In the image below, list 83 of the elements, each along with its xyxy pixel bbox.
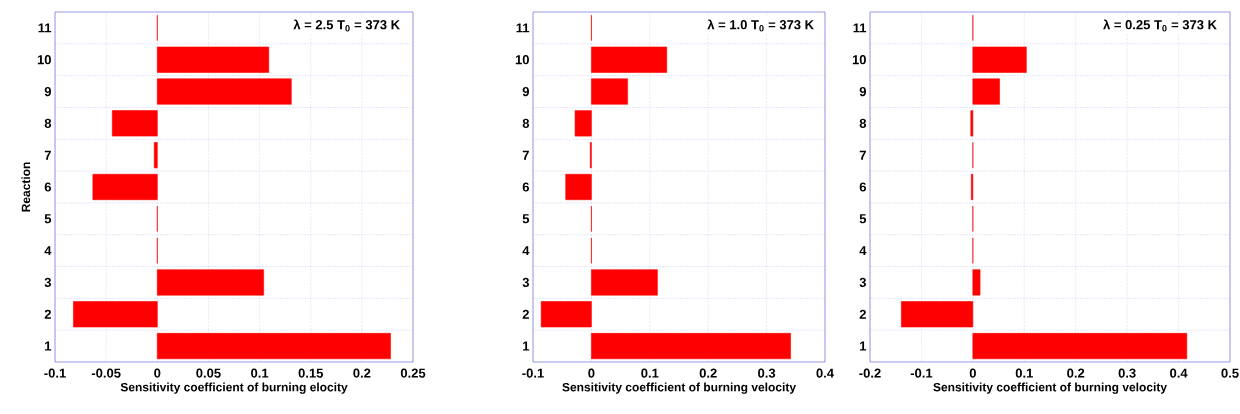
x-tick-label: -0.1 (910, 368, 933, 378)
x-tick-label: 0.4 (1170, 368, 1188, 378)
y-tick-label: 11 (516, 23, 530, 33)
y-tick-label: 11 (38, 23, 52, 33)
bar (153, 142, 158, 169)
x-tick-label: 0.2 (699, 368, 717, 378)
y-tick-label: 5 (522, 214, 530, 224)
bar (157, 269, 264, 296)
y-tick-label: 8 (44, 118, 52, 128)
bar (565, 173, 592, 201)
y-tick-label: 10 (852, 55, 866, 65)
x-tick-label: -0.1 (44, 368, 66, 378)
y-tick-label: 2 (44, 309, 51, 319)
x-tick-label: 0.25 (400, 368, 426, 378)
y-tick-label: 1 (860, 341, 867, 351)
y-tick-label: 6 (522, 182, 529, 192)
y-tick-label: 6 (44, 182, 52, 192)
x-axis-title: Sensitivity coefficient of burning elocity (120, 382, 348, 394)
bar (591, 46, 668, 73)
annotation: λ = 2.5 T$_{0}$ = 373 K (293, 19, 400, 32)
x-tick-label: 0 (588, 368, 595, 378)
bar (591, 333, 791, 360)
y-tick-label: 2 (522, 309, 529, 319)
y-tick-label: 1 (523, 341, 530, 351)
bar (540, 301, 592, 328)
y-tick-label: 9 (859, 86, 866, 97)
bar (111, 110, 158, 137)
y-tick-label: 4 (522, 246, 530, 256)
y-tick-label: 7 (44, 150, 51, 160)
y-tick-label: 5 (859, 214, 867, 224)
bar (73, 301, 158, 328)
bar (574, 110, 592, 137)
y-tick-label: 7 (522, 150, 529, 160)
y-tick-label: 3 (44, 277, 52, 288)
y-tick-label: 7 (859, 150, 866, 160)
bar (901, 301, 974, 328)
x-tick-label: 0.2 (1067, 368, 1085, 378)
bar (157, 46, 270, 73)
x-tick-label: 0.3 (1118, 368, 1136, 378)
y-tick-label: 10 (37, 55, 51, 65)
y-tick-label: 1 (45, 341, 52, 351)
x-tick-label: 0.5 (1221, 368, 1239, 378)
x-tick-label: 0 (969, 368, 976, 378)
bar (591, 78, 628, 105)
y-tick-label: 11 (853, 23, 867, 33)
bar (970, 110, 974, 137)
x-tick-label: 0.1 (641, 368, 659, 378)
y-tick-label: 5 (44, 214, 52, 224)
x-tick-label: -0.05 (91, 368, 121, 378)
x-tick-label: 0.15 (298, 368, 324, 378)
bar (157, 78, 292, 105)
x-tick-label: 0.1 (251, 368, 269, 378)
bar (157, 333, 391, 360)
x-tick-label: -0.1 (522, 368, 544, 378)
x-tick-label: 0.3 (758, 368, 776, 378)
bar (591, 269, 658, 296)
y-tick-label: 4 (44, 246, 52, 256)
y-tick-label: 9 (44, 86, 51, 97)
x-tick-label: 0.2 (353, 368, 371, 378)
x-axis-title: Sensitivity coefficient of burning velocity (933, 382, 1167, 394)
y-tick-label: 8 (522, 118, 530, 128)
y-axis-title: Reaction (21, 162, 31, 212)
y-tick-label: 8 (859, 118, 867, 128)
bar (972, 78, 1000, 105)
bar (972, 46, 1027, 73)
x-tick-label: 0.4 (816, 368, 834, 378)
x-axis-title: Sensitivity coefficient of burning velocity (562, 382, 796, 394)
bar (92, 173, 158, 201)
annotation: λ = 0.25 T$_{0}$ = 373 K (1103, 19, 1217, 32)
bar (972, 333, 1188, 360)
x-tick-label: 0 (154, 368, 161, 378)
x-tick-label: 0.1 (1015, 368, 1033, 378)
y-tick-label: 3 (859, 277, 866, 288)
y-tick-label: 2 (859, 309, 866, 319)
annotation: λ = 1.0 T$_{0}$ = 373 K (707, 19, 814, 32)
y-tick-label: 9 (522, 86, 529, 97)
y-tick-label: 4 (859, 246, 867, 256)
x-tick-label: -0.2 (859, 368, 881, 378)
x-tick-label: 0.05 (196, 368, 221, 378)
bar (972, 269, 981, 296)
y-tick-label: 6 (859, 182, 866, 192)
y-tick-label: 10 (515, 55, 529, 65)
y-tick-label: 3 (522, 277, 529, 288)
